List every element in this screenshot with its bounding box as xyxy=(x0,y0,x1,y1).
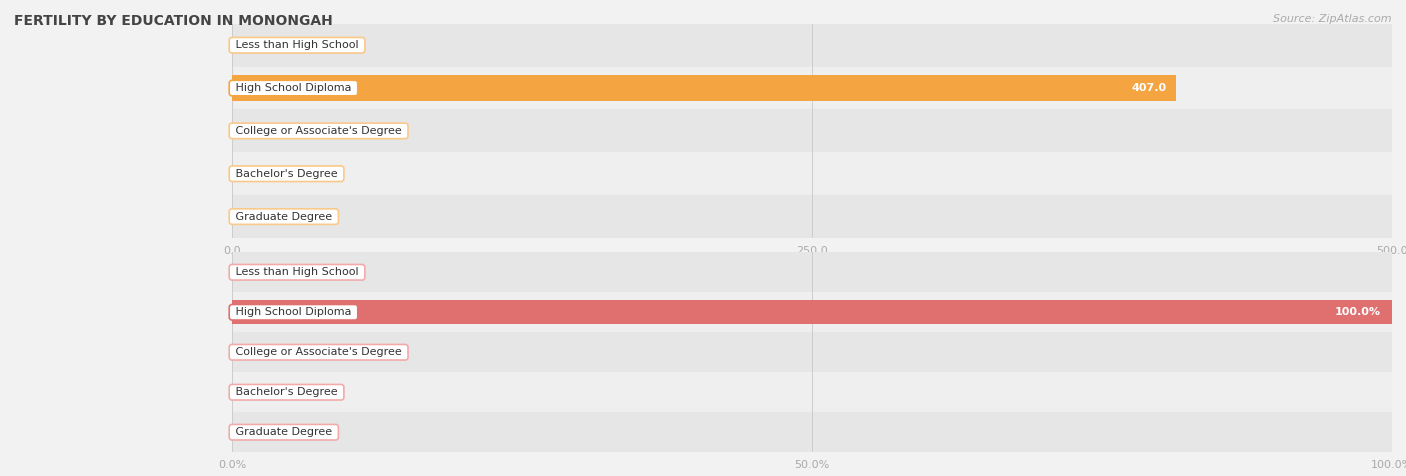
Text: Less than High School: Less than High School xyxy=(232,40,363,50)
Text: Bachelor's Degree: Bachelor's Degree xyxy=(232,169,342,179)
Text: 0.0%: 0.0% xyxy=(246,387,274,397)
Text: 0.0%: 0.0% xyxy=(246,267,274,278)
Bar xyxy=(232,292,1392,332)
Bar xyxy=(232,372,1392,412)
Bar xyxy=(232,75,1177,101)
Text: College or Associate's Degree: College or Associate's Degree xyxy=(232,126,405,136)
Text: 0.0: 0.0 xyxy=(246,169,263,179)
Bar xyxy=(232,252,1392,292)
Text: High School Diploma: High School Diploma xyxy=(232,307,354,317)
Text: 0.0%: 0.0% xyxy=(246,427,274,437)
Bar xyxy=(232,152,1392,195)
Text: 0.0%: 0.0% xyxy=(246,347,274,357)
Bar xyxy=(232,109,1392,152)
Bar xyxy=(232,67,1392,109)
Text: High School Diploma: High School Diploma xyxy=(232,83,354,93)
Text: Graduate Degree: Graduate Degree xyxy=(232,427,336,437)
Text: 0.0: 0.0 xyxy=(246,40,263,50)
Text: 0.0: 0.0 xyxy=(246,126,263,136)
Text: 100.0%: 100.0% xyxy=(1334,307,1381,317)
Text: FERTILITY BY EDUCATION IN MONONGAH: FERTILITY BY EDUCATION IN MONONGAH xyxy=(14,14,333,28)
Text: 0.0: 0.0 xyxy=(246,211,263,222)
Text: Source: ZipAtlas.com: Source: ZipAtlas.com xyxy=(1274,14,1392,24)
Text: Bachelor's Degree: Bachelor's Degree xyxy=(232,387,342,397)
Bar xyxy=(232,24,1392,67)
Bar xyxy=(232,412,1392,452)
Bar xyxy=(232,332,1392,372)
Bar xyxy=(232,195,1392,238)
Text: 407.0: 407.0 xyxy=(1132,83,1167,93)
Text: Graduate Degree: Graduate Degree xyxy=(232,211,336,222)
Text: College or Associate's Degree: College or Associate's Degree xyxy=(232,347,405,357)
Bar xyxy=(232,300,1392,324)
Text: Less than High School: Less than High School xyxy=(232,267,363,278)
